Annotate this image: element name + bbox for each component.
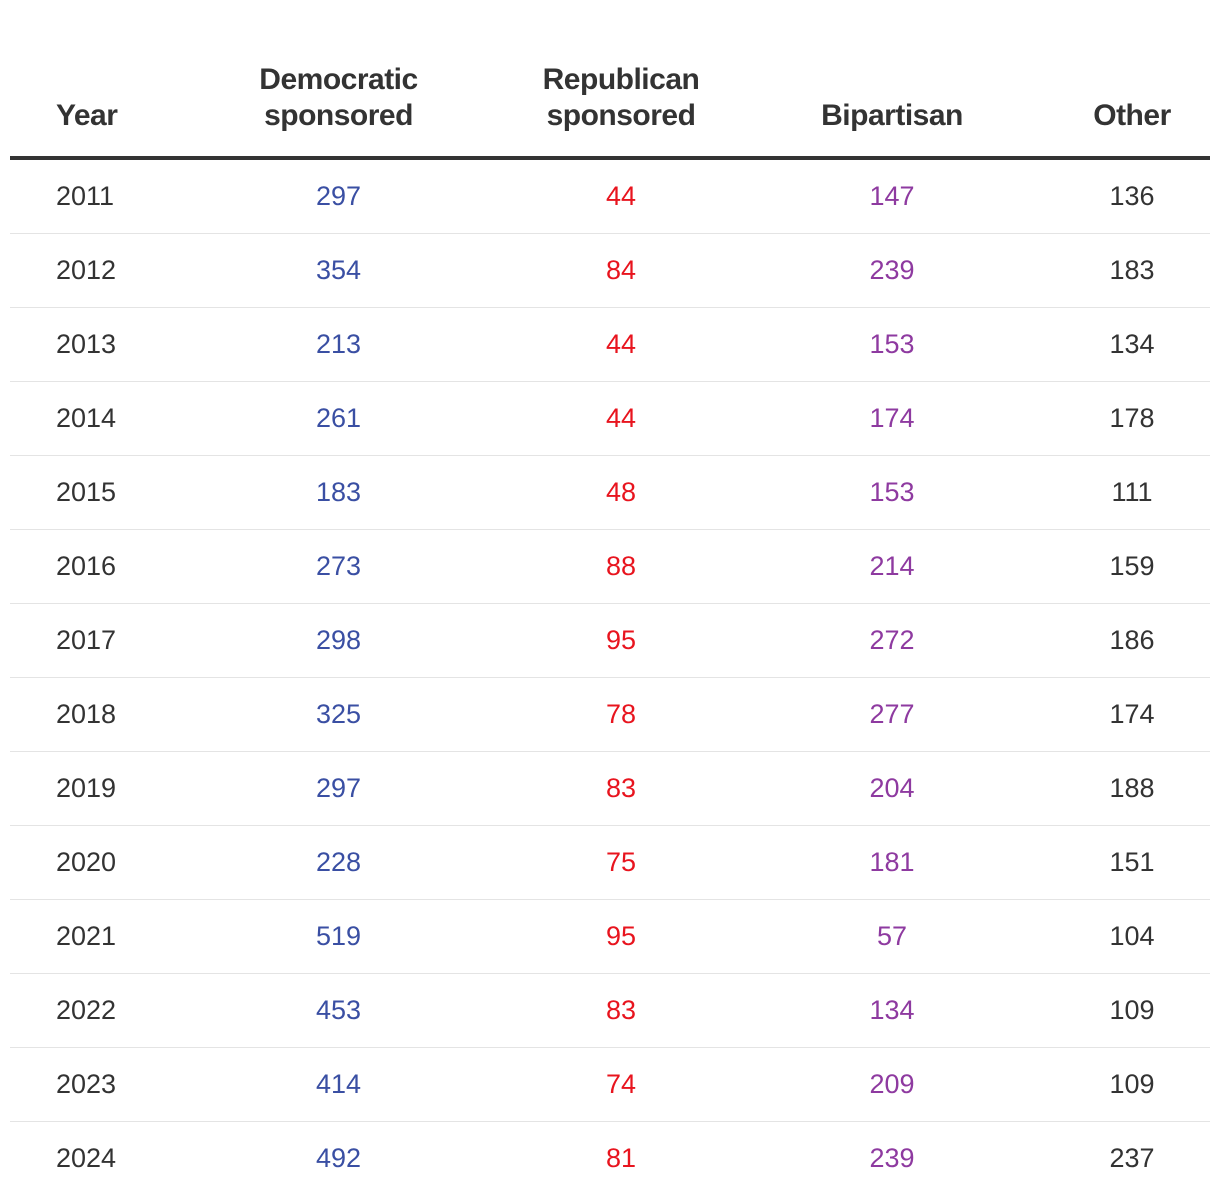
column-header-republican-line-2: sponsored — [547, 99, 696, 132]
column-header-year: Year — [10, 0, 165, 158]
cell-democratic: 297 — [165, 158, 512, 234]
cell-republican: 78 — [512, 678, 730, 752]
cell-year: 2020 — [10, 826, 165, 900]
cell-other: 178 — [1054, 382, 1210, 456]
cell-republican: 83 — [512, 752, 730, 826]
column-header-bipartisan: Bipartisan — [730, 0, 1054, 158]
cell-bipartisan: 239 — [730, 234, 1054, 308]
cell-bipartisan: 272 — [730, 604, 1054, 678]
cell-year: 2016 — [10, 530, 165, 604]
cell-democratic: 228 — [165, 826, 512, 900]
cell-republican: 84 — [512, 234, 730, 308]
cell-republican: 95 — [512, 604, 730, 678]
column-header-democratic-line-2: sponsored — [264, 99, 413, 132]
cell-other: 109 — [1054, 974, 1210, 1048]
cell-year: 2015 — [10, 456, 165, 530]
column-header-other: Other — [1054, 0, 1210, 158]
cell-year: 2023 — [10, 1048, 165, 1122]
column-header-republican: Republican sponsored — [512, 0, 730, 158]
cell-democratic: 183 — [165, 456, 512, 530]
cell-other: 134 — [1054, 308, 1210, 382]
cell-bipartisan: 209 — [730, 1048, 1054, 1122]
cell-year: 2021 — [10, 900, 165, 974]
cell-other: 183 — [1054, 234, 1210, 308]
cell-other: 136 — [1054, 158, 1210, 234]
table-header: Year Democratic sponsored Republican spo… — [10, 0, 1210, 158]
header-row: Year Democratic sponsored Republican spo… — [10, 0, 1210, 158]
cell-other: 104 — [1054, 900, 1210, 974]
data-table-container: Year Democratic sponsored Republican spo… — [10, 0, 1210, 1195]
cell-other: 159 — [1054, 530, 1210, 604]
cell-other: 186 — [1054, 604, 1210, 678]
cell-republican: 75 — [512, 826, 730, 900]
cell-democratic: 354 — [165, 234, 512, 308]
cell-republican: 48 — [512, 456, 730, 530]
cell-year: 2018 — [10, 678, 165, 752]
cell-year: 2013 — [10, 308, 165, 382]
cell-bipartisan: 57 — [730, 900, 1054, 974]
cell-bipartisan: 204 — [730, 752, 1054, 826]
cell-year: 2017 — [10, 604, 165, 678]
cell-democratic: 261 — [165, 382, 512, 456]
cell-republican: 44 — [512, 382, 730, 456]
cell-other: 109 — [1054, 1048, 1210, 1122]
cell-year: 2024 — [10, 1122, 165, 1195]
cell-democratic: 213 — [165, 308, 512, 382]
cell-other: 188 — [1054, 752, 1210, 826]
cell-democratic: 273 — [165, 530, 512, 604]
cell-bipartisan: 277 — [730, 678, 1054, 752]
cell-year: 2022 — [10, 974, 165, 1048]
cell-year: 2012 — [10, 234, 165, 308]
cell-bipartisan: 134 — [730, 974, 1054, 1048]
cell-democratic: 298 — [165, 604, 512, 678]
cell-other: 174 — [1054, 678, 1210, 752]
cell-democratic: 519 — [165, 900, 512, 974]
cell-bipartisan: 214 — [730, 530, 1054, 604]
cell-year: 2019 — [10, 752, 165, 826]
cell-bipartisan: 239 — [730, 1122, 1054, 1195]
cell-republican: 81 — [512, 1122, 730, 1195]
column-header-democratic: Democratic sponsored — [165, 0, 512, 158]
column-header-democratic-line-1: Democratic — [259, 63, 417, 96]
cell-bipartisan: 153 — [730, 456, 1054, 530]
cell-bipartisan: 147 — [730, 158, 1054, 234]
sponsorship-table: Year Democratic sponsored Republican spo… — [10, 0, 1210, 1195]
cell-democratic: 297 — [165, 752, 512, 826]
cell-bipartisan: 153 — [730, 308, 1054, 382]
cell-other: 151 — [1054, 826, 1210, 900]
cell-republican: 44 — [512, 308, 730, 382]
cell-other: 237 — [1054, 1122, 1210, 1195]
cell-bipartisan: 181 — [730, 826, 1054, 900]
cell-other: 111 — [1054, 456, 1210, 530]
cell-republican: 74 — [512, 1048, 730, 1122]
column-header-republican-line-1: Republican — [543, 63, 700, 96]
cell-republican: 88 — [512, 530, 730, 604]
cell-democratic: 414 — [165, 1048, 512, 1122]
cell-republican: 44 — [512, 158, 730, 234]
cell-democratic: 453 — [165, 974, 512, 1048]
cell-democratic: 325 — [165, 678, 512, 752]
cell-republican: 83 — [512, 974, 730, 1048]
cell-year: 2011 — [10, 158, 165, 234]
cell-bipartisan: 174 — [730, 382, 1054, 456]
cell-republican: 95 — [512, 900, 730, 974]
cell-democratic: 492 — [165, 1122, 512, 1195]
cell-year: 2014 — [10, 382, 165, 456]
